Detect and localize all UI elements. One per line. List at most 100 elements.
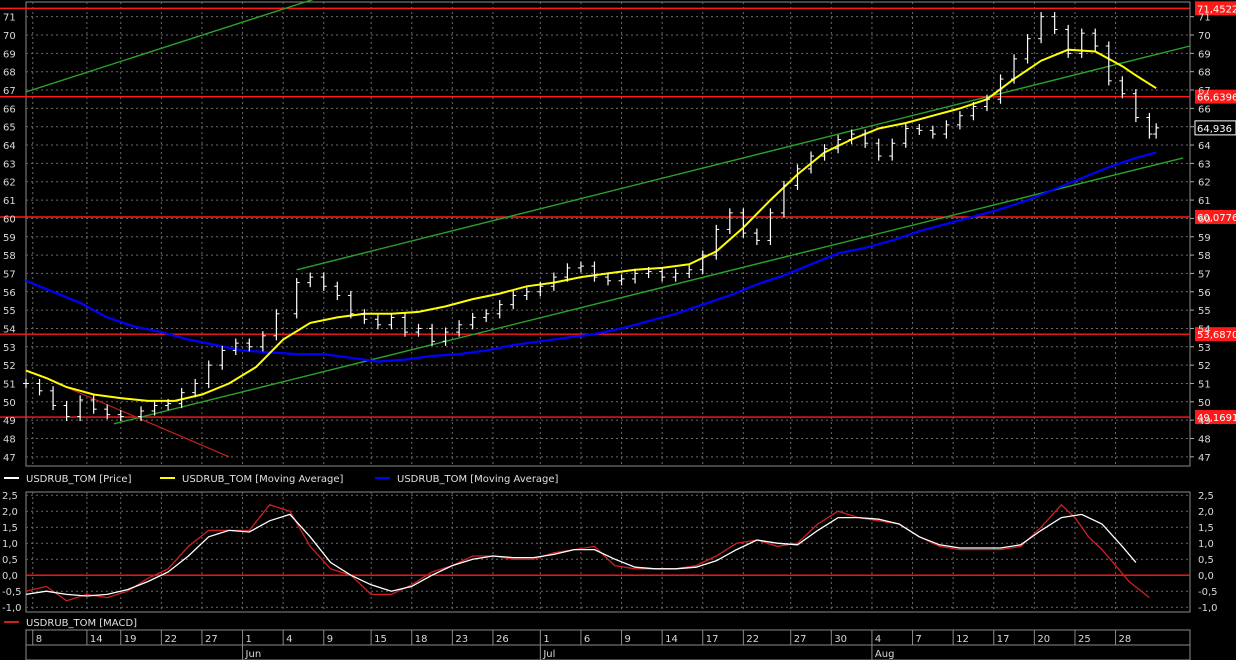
macd-tick-label: -1,0: [2, 603, 22, 614]
legend-label: USDRUB_TOM [Moving Average]: [182, 474, 344, 485]
y-tick-label: 58: [1198, 251, 1211, 262]
y-tick-label: 69: [3, 49, 16, 60]
level-label: 71,4522: [1197, 4, 1236, 15]
trend-line: [296, 45, 1191, 271]
x-tick-label: 30: [834, 634, 847, 645]
x-tick-label: 6: [584, 634, 590, 645]
y-tick-label: 70: [3, 31, 16, 42]
y-tick-label: 51: [3, 379, 16, 390]
y-tick-label: 70: [1198, 31, 1211, 42]
macd-tick-label: 2,0: [1198, 507, 1214, 518]
price-axis: 47 47 48 48 49 49 50 50 51 51 52 52 53 53 54 54 55 55 56 56…: [3, 13, 1236, 464]
level-tag: [1195, 89, 1236, 104]
x-tick-label: 4: [875, 634, 881, 645]
y-tick-label: 68: [3, 68, 16, 79]
y-tick-label: 49: [1198, 416, 1211, 427]
y-tick-label: 64: [1198, 141, 1211, 152]
macd-tick-label: 0,5: [1198, 555, 1214, 566]
x-tick-label: 12: [956, 634, 969, 645]
macd-tick-label: 0,0: [2, 571, 18, 582]
level-label: 60,0776: [1197, 213, 1236, 224]
y-tick-label: 67: [1198, 86, 1211, 97]
trend-line: [113, 157, 1184, 425]
y-tick-label: 51: [1198, 379, 1211, 390]
macd-tick-label: 0,5: [2, 555, 18, 566]
month-label: Jul: [542, 649, 555, 660]
y-tick-label: 52: [1198, 361, 1211, 372]
x-tick-label: 4: [286, 634, 292, 645]
level-tag: [1195, 1, 1236, 16]
x-tick-label: 25: [1078, 634, 1091, 645]
last-price-label: 64,936: [1197, 124, 1232, 135]
y-tick-label: 67: [3, 86, 16, 97]
y-tick-label: 48: [1198, 434, 1211, 445]
macd-tick-label: 1,0: [1198, 539, 1214, 550]
y-tick-label: 53: [1198, 343, 1211, 354]
x-tick-label: 27: [794, 634, 807, 645]
y-tick-label: 58: [3, 251, 16, 262]
y-tick-label: 54: [1198, 324, 1211, 335]
y-tick-label: 49: [3, 416, 16, 427]
legend-label: USDRUB_TOM [Moving Average]: [397, 474, 559, 485]
y-tick-label: 57: [1198, 269, 1211, 280]
macd-tick-label: -0,5: [2, 587, 22, 598]
macd-tick-label: 2,0: [2, 507, 18, 518]
macd-panel: [25, 491, 1191, 613]
y-tick-label: 55: [3, 306, 16, 317]
moving-average-blue: [25, 151, 1157, 363]
y-tick-label: 64: [3, 141, 16, 152]
macd-grid: [26, 492, 1190, 612]
y-tick-label: 55: [1198, 306, 1211, 317]
macd-frame: [25, 491, 1191, 613]
y-tick-label: 62: [3, 178, 16, 189]
x-tick-label: 7: [916, 634, 922, 645]
macd-tick-label: 1,5: [1198, 523, 1214, 534]
x-tick-label: 9: [327, 634, 333, 645]
y-tick-label: 69: [1198, 49, 1211, 60]
price-candles: [23, 12, 1160, 422]
y-tick-label: 47: [1198, 453, 1211, 464]
macd-lines: [25, 503, 1150, 602]
y-tick-label: 66: [3, 104, 16, 115]
macd-legend: USDRUB_TOM [MACD]: [4, 618, 137, 629]
x-tick-label: 18: [415, 634, 428, 645]
macd-tick-label: 1,5: [2, 523, 18, 534]
trend-line: [25, 0, 314, 93]
x-tick-label: 19: [124, 634, 137, 645]
y-tick-label: 50: [1198, 398, 1211, 409]
legend-label: USDRUB_TOM [MACD]: [26, 618, 137, 629]
y-tick-label: 66: [1198, 104, 1211, 115]
macd-tick-label: 2,5: [2, 491, 18, 502]
y-tick-label: 63: [1198, 159, 1211, 170]
level-label: 53,6870: [1197, 330, 1236, 341]
macd-axis: 2,5 2,5 2,0 2,0 1,5 1,5 1,0 1,0 0,5 0,5 0,0 0,0 -0,5…: [2, 491, 1218, 614]
month-label: Aug: [875, 649, 895, 660]
y-tick-label: 65: [3, 123, 16, 134]
y-tick-label: 61: [1198, 196, 1211, 207]
x-tick-label: 14: [90, 634, 103, 645]
x-tick-label: 17: [706, 634, 719, 645]
macd-line: [25, 503, 1150, 602]
y-tick-label: 54: [3, 324, 16, 335]
x-tick-label: 23: [455, 634, 468, 645]
y-tick-label: 56: [1198, 288, 1211, 299]
y-tick-label: 48: [3, 434, 16, 445]
x-tick-label: 20: [1037, 634, 1050, 645]
macd-tick-label: 0,0: [1198, 571, 1214, 582]
date-axis: 8 14 19 22 27 1 4 9 15 18 23 26 1 6 9 14 17 22 27 30 4 7 12 17 2…: [25, 629, 1191, 660]
macd-tick-label: 2,5: [1198, 491, 1214, 502]
y-tick-label: 71: [1198, 13, 1211, 24]
y-tick-label: 47: [3, 453, 16, 464]
month-label: Jun: [245, 649, 262, 660]
x-tick-label: 1: [543, 634, 549, 645]
level-tag: [1195, 327, 1236, 342]
signal-line: [25, 513, 1137, 597]
x-tick-label: 9: [625, 634, 631, 645]
macd-tick-label: -0,5: [1198, 587, 1218, 598]
y-tick-label: 59: [3, 233, 16, 244]
y-tick-label: 56: [3, 288, 16, 299]
x-tick-label: 8: [36, 634, 42, 645]
level-label: 49,1691: [1197, 413, 1236, 424]
x-tick-label: 14: [665, 634, 678, 645]
